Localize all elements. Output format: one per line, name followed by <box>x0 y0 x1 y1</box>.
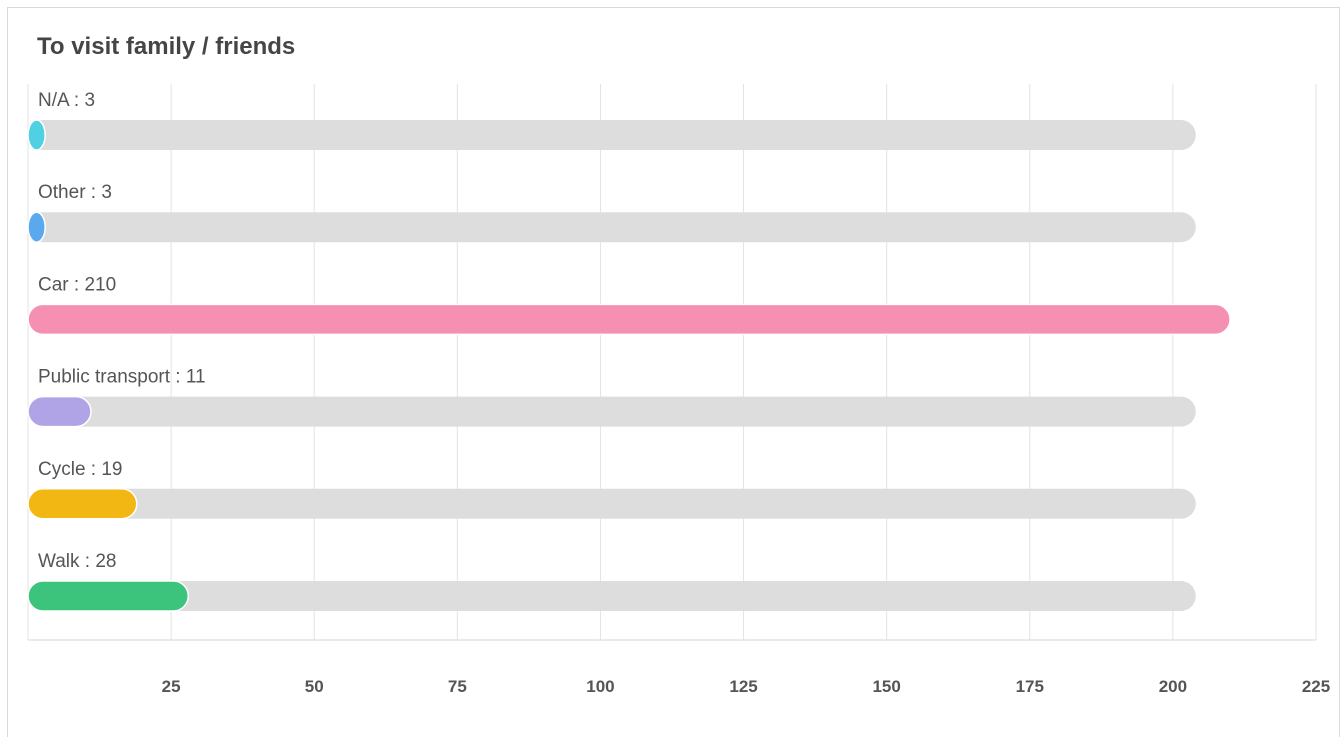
x-tick-label: 200 <box>1159 677 1187 696</box>
bar-label: Other : 3 <box>38 182 112 203</box>
bar-track <box>28 120 1196 150</box>
bar <box>27 580 190 612</box>
x-tick-label: 150 <box>872 677 900 696</box>
bar-track <box>28 212 1196 243</box>
bar-label: Cycle : 19 <box>38 459 122 480</box>
grid-lines <box>27 84 1317 640</box>
x-tick-label: 125 <box>729 677 757 696</box>
bar-label: Walk : 28 <box>38 551 117 572</box>
bar-tracks <box>28 120 1231 611</box>
bar <box>27 303 1231 336</box>
bar <box>27 395 92 428</box>
x-tick-label: 175 <box>1016 677 1044 696</box>
bar <box>27 119 46 151</box>
bars <box>27 119 1231 612</box>
bar-label: N/A : 3 <box>38 90 95 111</box>
x-tick-label: 50 <box>305 677 324 696</box>
bar-label: Car : 210 <box>38 274 116 295</box>
bar-track <box>28 396 1196 427</box>
bar <box>27 488 138 520</box>
x-tick-label: 75 <box>448 677 467 696</box>
x-tick-label: 100 <box>586 677 614 696</box>
chart-title: To visit family / friends <box>37 33 296 60</box>
bar-labels: N/A : 3 Other : 3 Car : 210 Public transpor… <box>38 90 206 572</box>
x-tick-label: 225 <box>1302 677 1330 696</box>
x-tick-label: 25 <box>162 677 181 696</box>
bar <box>27 211 46 243</box>
bar-track <box>28 488 1196 519</box>
bar-track <box>28 581 1196 611</box>
x-axis: 25 50 75 100 125 150 175 200 225 <box>28 639 1330 696</box>
bar-label: Public transport : 11 <box>38 367 206 388</box>
